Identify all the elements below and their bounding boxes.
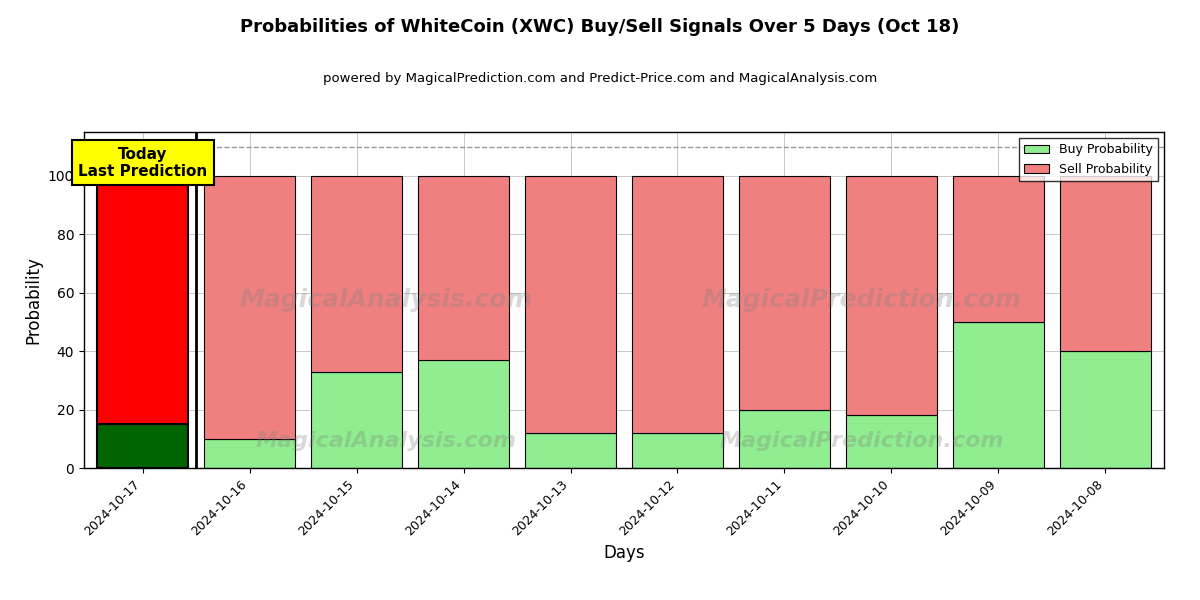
Text: Probabilities of WhiteCoin (XWC) Buy/Sell Signals Over 5 Days (Oct 18): Probabilities of WhiteCoin (XWC) Buy/Sel… <box>240 18 960 36</box>
Text: MagicalAnalysis.com: MagicalAnalysis.com <box>256 431 517 451</box>
Bar <box>204 439 295 468</box>
Text: Today
Last Prediction: Today Last Prediction <box>78 146 208 179</box>
Bar <box>739 176 830 410</box>
Bar <box>97 424 188 468</box>
Bar <box>1060 176 1151 351</box>
Bar <box>526 433 616 468</box>
Bar <box>418 360 509 468</box>
Text: MagicalPrediction.com: MagicalPrediction.com <box>702 288 1021 312</box>
Bar <box>846 176 937 415</box>
Bar <box>953 176 1044 322</box>
X-axis label: Days: Days <box>604 544 644 562</box>
Bar <box>632 176 722 433</box>
Bar <box>311 371 402 468</box>
Bar <box>204 176 295 439</box>
Bar <box>739 410 830 468</box>
Text: MagicalAnalysis.com: MagicalAnalysis.com <box>240 288 533 312</box>
Bar <box>418 176 509 360</box>
Text: powered by MagicalPrediction.com and Predict-Price.com and MagicalAnalysis.com: powered by MagicalPrediction.com and Pre… <box>323 72 877 85</box>
Bar <box>632 433 722 468</box>
Bar <box>311 176 402 371</box>
Bar <box>953 322 1044 468</box>
Bar <box>97 176 188 424</box>
Bar <box>1060 351 1151 468</box>
Bar <box>846 415 937 468</box>
Text: MagicalPrediction.com: MagicalPrediction.com <box>719 431 1004 451</box>
Y-axis label: Probability: Probability <box>24 256 42 344</box>
Legend: Buy Probability, Sell Probability: Buy Probability, Sell Probability <box>1019 138 1158 181</box>
Bar <box>526 176 616 433</box>
